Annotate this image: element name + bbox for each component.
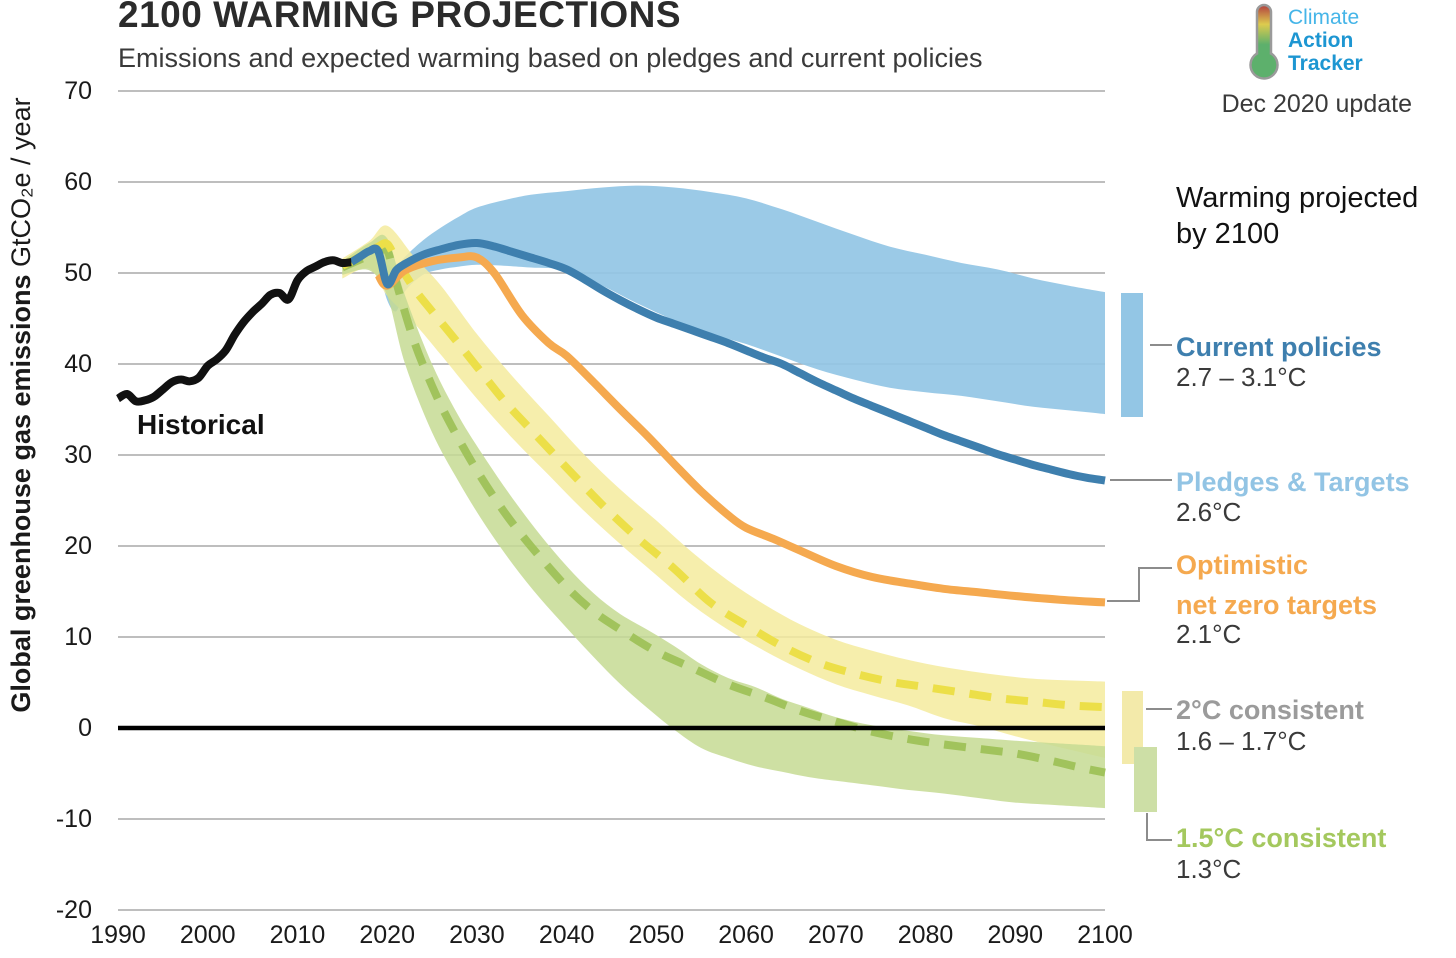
x-tick-2050: 2050 xyxy=(628,921,685,949)
optimistic-net-zero-connector xyxy=(1107,567,1172,602)
legend-one-five-degree-value: 1.3°C xyxy=(1176,854,1242,884)
x-tick-2080: 2080 xyxy=(897,921,954,949)
legend-pledges-targets-label: Pledges & Targets xyxy=(1176,467,1410,497)
logo-climate: Climate xyxy=(1288,6,1360,29)
y-tick-70: 70 xyxy=(64,77,92,105)
y-tick-60: 60 xyxy=(64,168,92,196)
legend-one-five-degree-label: 1.5°C consistent xyxy=(1176,823,1387,853)
x-tick-2030: 2030 xyxy=(449,921,505,949)
logo-action: Action xyxy=(1288,29,1354,52)
optimistic-net-zero-line xyxy=(374,252,1106,607)
y-axis-label: Global greenhouse gas emissions GtCO₂e /… xyxy=(6,0,42,815)
warming-projected-heading: Warming projected by 2100 xyxy=(1176,182,1419,250)
legend-pledges-targets-value: 2.6°C xyxy=(1176,497,1242,527)
legend-optimistic-net-zero-label: Optimistic net zero targets xyxy=(1176,550,1378,620)
x-tick-1990: 1990 xyxy=(90,921,146,949)
x-tick-2090: 2090 xyxy=(987,921,1044,949)
x-tick-2020: 2020 xyxy=(359,921,415,949)
two-degree-band xyxy=(342,225,1105,759)
logo: Climate Action Tracker xyxy=(1288,6,1363,75)
x-tick-2010: 2010 xyxy=(269,921,326,949)
legend-two-degree-label: 2°C consistent xyxy=(1176,695,1364,725)
x-tick-2100: 2100 xyxy=(1077,921,1133,949)
one-five-degree-band xyxy=(342,234,1105,809)
y-tick-10: 10 xyxy=(64,623,92,651)
pledges-targets-line xyxy=(349,238,1106,485)
update-note: Dec 2020 update xyxy=(1221,90,1412,118)
one-five-degree-range-bar xyxy=(1134,747,1157,812)
page-title: 2100 WARMING PROJECTIONS xyxy=(118,0,682,35)
historical-label: Historical xyxy=(137,409,265,440)
y-tick-30: 30 xyxy=(64,441,92,469)
page-subtitle: Emissions and expected warming based on … xyxy=(118,43,983,73)
current-policies-band xyxy=(378,185,1105,415)
thermometer-icon xyxy=(1249,3,1279,80)
one-five-degree-line xyxy=(340,244,1106,777)
legend-current-policies-value: 2.7 – 3.1°C xyxy=(1176,362,1307,392)
y-tick-50: 50 xyxy=(64,259,92,287)
y-tick-20: 20 xyxy=(64,532,92,560)
y-tick-0: 0 xyxy=(78,714,92,742)
logo-tracker: Tracker xyxy=(1288,52,1363,75)
legend-optimistic-net-zero-value: 2.1°C xyxy=(1176,619,1242,649)
one-five-degree-connector xyxy=(1146,813,1172,841)
legend-two-degree-value: 1.6 – 1.7°C xyxy=(1176,726,1307,756)
historical-line xyxy=(115,256,352,406)
legend-current-policies-label: Current policies xyxy=(1176,332,1382,362)
two-degree-range-bar xyxy=(1122,691,1143,764)
y-tick-40: 40 xyxy=(64,350,92,378)
y-tick--20: -20 xyxy=(55,896,92,924)
x-tick-2000: 2000 xyxy=(179,921,236,949)
y-tick--10: -10 xyxy=(55,805,92,833)
x-tick-2040: 2040 xyxy=(538,921,595,949)
x-tick-2060: 2060 xyxy=(718,921,774,949)
current-policies-range-bar xyxy=(1121,293,1143,417)
x-tick-2070: 2070 xyxy=(808,921,864,949)
